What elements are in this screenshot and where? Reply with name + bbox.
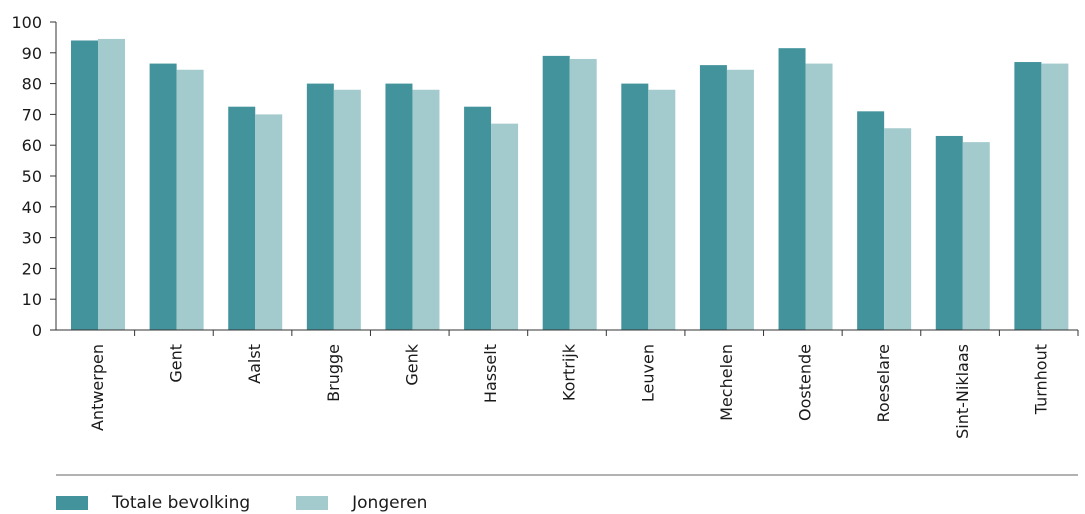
bar-total <box>621 83 649 330</box>
legend-item-youth: Jongeren <box>296 493 427 513</box>
legend-label-youth: Jongeren <box>352 493 428 513</box>
bar-total <box>542 55 570 330</box>
y-tick-label: 70 <box>22 105 42 124</box>
bar-youth <box>491 123 519 330</box>
category-label: Mechelen <box>717 344 736 421</box>
bar-total <box>385 83 413 330</box>
bar-total <box>228 106 256 330</box>
bar-youth <box>255 114 283 331</box>
y-tick-label: 40 <box>22 198 42 217</box>
category-label: Turnhout <box>1031 344 1050 415</box>
y-tick-label: 60 <box>22 136 42 155</box>
category-label: Sint-Niklaas <box>953 344 972 439</box>
legend-label-total: Totale bevolking <box>112 493 251 513</box>
legend: Totale bevolking Jongeren <box>56 492 473 514</box>
category-label: Hasselt <box>481 344 500 403</box>
bar-youth <box>884 128 912 330</box>
bar-total <box>71 40 98 330</box>
legend-item-total: Totale bevolking <box>56 493 250 513</box>
y-tick-label: 0 <box>32 321 42 340</box>
bar-youth <box>412 89 440 330</box>
category-label: Leuven <box>638 344 657 402</box>
legend-swatch-youth <box>296 496 329 510</box>
bar-youth <box>962 142 990 330</box>
category-label: Roeselare <box>874 344 893 423</box>
y-axis-ticks: 0 10 20 30 40 50 60 70 80 90 100 <box>11 13 56 340</box>
y-tick-label: 30 <box>22 229 42 248</box>
bar-youth <box>726 69 754 331</box>
bar-total <box>149 63 177 331</box>
category-label: Brugge <box>324 344 343 402</box>
bar-youth <box>176 69 204 331</box>
category-label: Antwerpen <box>88 344 107 431</box>
bar-youth <box>333 89 361 330</box>
y-tick-label: 80 <box>22 75 42 94</box>
bar-total <box>306 83 334 330</box>
y-tick-label: 10 <box>22 290 42 309</box>
bar-total <box>935 135 963 330</box>
bar-total <box>778 48 806 331</box>
bars <box>71 38 1069 331</box>
bar-youth <box>805 63 833 331</box>
category-label: Genk <box>402 343 421 385</box>
bar-youth <box>1041 63 1069 331</box>
y-tick-label: 90 <box>22 44 42 63</box>
y-tick-label: 50 <box>22 167 42 186</box>
bar-youth <box>569 58 597 331</box>
category-label: Gent <box>167 344 186 383</box>
category-label: Oostende <box>796 344 815 421</box>
bar-total <box>464 106 492 330</box>
y-tick-label: 100 <box>11 13 42 32</box>
bar-total <box>699 65 727 331</box>
category-label: Kortrijk <box>560 343 579 401</box>
bar-youth <box>648 89 676 330</box>
category-labels: Antwerpen Gent Aalst Brugge Genk Hasselt Kortr… <box>88 330 1079 439</box>
legend-swatch-total <box>56 496 88 510</box>
bar-total <box>1014 62 1042 330</box>
bar-total <box>857 111 885 330</box>
category-label: Aalst <box>245 344 264 384</box>
bar-chart: 0 10 20 30 40 50 60 70 80 90 100 Antwerpen Gent Aals… <box>11 13 1079 476</box>
bar-youth <box>98 38 125 330</box>
y-tick-label: 20 <box>22 259 42 278</box>
